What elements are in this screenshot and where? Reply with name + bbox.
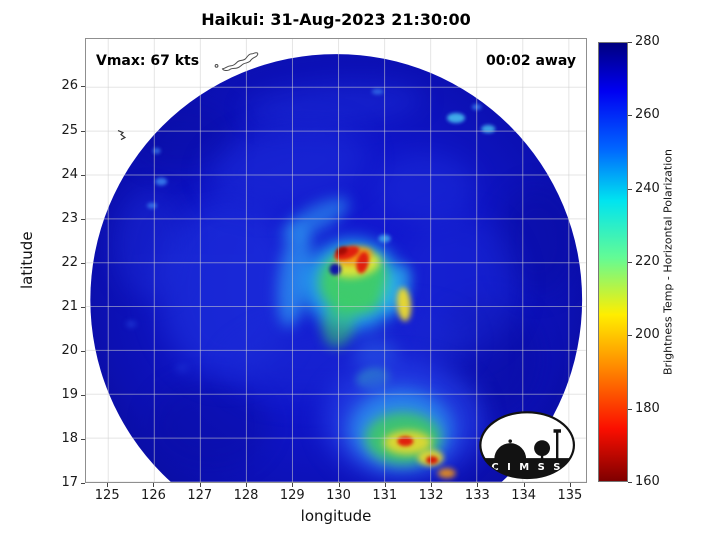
colorbar-tick-mark <box>628 262 632 263</box>
colorbar-tick-mark <box>628 115 632 117</box>
cimss-logo-dish-mast <box>540 448 544 460</box>
heat-blob <box>396 287 412 322</box>
x-tick-label: 132 <box>418 488 444 503</box>
colorbar-tick-label: 160 <box>635 474 660 489</box>
y-tick-label: 26 <box>61 78 78 94</box>
heat-blob <box>481 124 496 133</box>
colorbar-gradient <box>599 43 627 481</box>
heat-blob <box>114 190 185 300</box>
colorbar-label: Brightness Temp - Horizontal Polarizatio… <box>661 149 675 375</box>
colorbar-tick-label: 180 <box>635 400 660 416</box>
y-tick-label: 23 <box>61 210 78 226</box>
x-tick-label: 130 <box>326 488 351 503</box>
x-tick-mark <box>338 483 340 487</box>
x-tick-mark <box>384 483 386 487</box>
cimss-logo-tower <box>556 430 559 460</box>
heat-blob <box>496 186 577 296</box>
heat-blob <box>158 199 298 379</box>
brightness-temp-features <box>114 83 577 481</box>
x-tick-label: 129 <box>279 488 305 503</box>
cimss-logo-dish <box>534 440 551 457</box>
heat-blob <box>397 436 414 447</box>
x-tick-mark <box>477 483 479 487</box>
colorbar-tick-mark <box>628 188 632 190</box>
satellite-brightness-temp-image: C I M S S <box>86 39 586 482</box>
x-tick-mark <box>199 483 201 487</box>
annotation-vmax: Vmax: 67 kts <box>96 53 200 69</box>
colorbar-tick-label: 280 <box>635 34 660 49</box>
annotation-countdown: 00:02 away <box>486 53 576 69</box>
heat-blob <box>426 456 439 465</box>
x-tick-mark <box>246 483 247 487</box>
heat-blob <box>447 112 465 123</box>
heat-blob <box>437 468 456 479</box>
y-tick-label: 22 <box>61 254 78 270</box>
x-tick-mark <box>569 483 571 487</box>
colorbar-tick-mark <box>628 482 632 483</box>
cimss-logo: C I M S S <box>479 411 576 480</box>
x-tick-label: 135 <box>557 488 583 503</box>
colorbar-tick-label: 200 <box>635 327 660 343</box>
y-tick-mark <box>81 483 85 484</box>
y-tick-label: 25 <box>61 122 78 138</box>
x-tick-mark <box>431 483 433 487</box>
y-tick-label: 24 <box>61 166 78 182</box>
x-tick-label: 127 <box>187 488 213 503</box>
figure-title: Haikui: 31-Aug-2023 21:30:00 <box>201 10 471 29</box>
x-tick-label: 125 <box>94 488 120 503</box>
colorbar-tick-mark <box>628 42 632 43</box>
x-tick-label: 131 <box>372 488 398 503</box>
plot-area: C I M S S Vmax: 67 kts 00:02 away <box>85 38 587 483</box>
y-axis-label: latitude <box>18 231 36 290</box>
x-tick-label: 126 <box>141 488 166 503</box>
x-tick-label: 133 <box>464 488 490 503</box>
y-tick-label: 20 <box>61 342 78 358</box>
heat-blob <box>329 263 342 276</box>
coastline-small-island <box>117 130 127 141</box>
y-tick-label: 19 <box>61 386 78 402</box>
heat-blob <box>126 321 137 328</box>
x-tick-label: 128 <box>233 488 259 503</box>
heat-blob <box>277 224 313 328</box>
cimss-logo-tower-top <box>553 429 561 433</box>
colorbar-tick-label: 220 <box>635 254 660 269</box>
heat-blob <box>155 177 168 186</box>
x-tick-label: 134 <box>511 488 537 503</box>
cimss-logo-band <box>480 458 574 479</box>
heat-blob <box>147 202 157 209</box>
x-tick-mark <box>523 483 525 487</box>
colorbar-tick-mark <box>628 335 632 337</box>
colorbar-tick-mark <box>628 408 632 410</box>
coastline-okinawa <box>221 52 259 72</box>
heat-blob <box>209 124 367 208</box>
y-tick-label: 18 <box>61 430 78 446</box>
y-tick-label: 21 <box>61 298 78 314</box>
colorbar-tick-label: 260 <box>635 107 660 123</box>
x-tick-mark <box>153 483 155 487</box>
cimss-logo-text: C I M S S <box>491 462 562 473</box>
heat-blob <box>376 153 476 223</box>
grid-lines <box>86 39 586 482</box>
heat-blob <box>371 88 384 95</box>
cimss-logo-dome-finial <box>508 439 513 443</box>
heat-blob <box>149 380 270 470</box>
x-axis-label: longitude <box>300 507 372 525</box>
x-tick-mark <box>292 483 294 487</box>
heat-blob <box>175 363 188 372</box>
cimss-logo-radome <box>494 443 527 460</box>
colorbar <box>598 42 628 482</box>
x-tick-mark <box>107 483 109 487</box>
colorbar-tick-label: 240 <box>635 180 660 196</box>
y-tick-label: 17 <box>61 475 78 490</box>
coastline-islet <box>214 63 219 68</box>
